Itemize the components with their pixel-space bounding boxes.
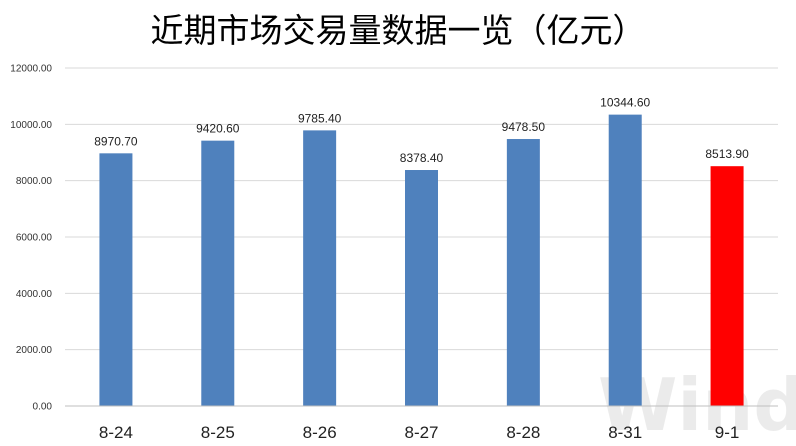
y-tick-label: 4000.00 (16, 289, 53, 300)
data-label-8-25: 9420.60 (196, 122, 240, 136)
x-tick-label: 8-31 (608, 423, 642, 442)
y-tick-label: 12000.00 (10, 64, 52, 75)
x-tick-label: 8-27 (404, 423, 438, 442)
data-label-8-26: 9785.40 (298, 111, 342, 125)
data-labels: 8970.70 9420.60 9785.40 8378.40 9478.50 10344… (94, 96, 749, 165)
y-tick-label: 0.00 (33, 402, 53, 413)
bar-8-24 (99, 153, 133, 406)
x-tick-label: 9-1 (715, 423, 740, 442)
data-label-8-27: 8378.40 (400, 151, 444, 165)
data-label-8-28: 9478.50 (502, 120, 546, 134)
data-label-8-24: 8970.70 (94, 134, 138, 148)
x-tick-label: 8-28 (506, 423, 540, 442)
data-label-9-1: 8513.90 (705, 147, 749, 161)
bar-8-25 (201, 140, 235, 406)
bars (99, 114, 744, 406)
bar-8-26 (303, 130, 337, 406)
bar-8-27 (405, 170, 438, 406)
x-tick-label: 8-25 (201, 423, 235, 442)
y-tick-label: 10000.00 (10, 120, 52, 131)
bar-9-1 (710, 166, 744, 406)
bar-8-31 (608, 114, 642, 406)
x-tick-label: 8-24 (99, 423, 133, 442)
y-tick-label: 2000.00 (16, 345, 53, 356)
x-tick-label: 8-26 (303, 423, 337, 442)
data-label-8-31: 10344.60 (600, 96, 650, 110)
x-axis-ticks: 8-24 8-25 8-26 8-27 8-28 8-31 9-1 (99, 423, 739, 442)
y-tick-label: 6000.00 (16, 233, 53, 244)
y-axis-ticks: 0.00 2000.00 4000.00 6000.00 8000.00 10000.00… (10, 64, 52, 413)
y-tick-label: 8000.00 (16, 176, 53, 187)
chart-title: 近期市场交易量数据一览（亿元） (151, 11, 646, 50)
bar-8-28 (506, 139, 540, 406)
